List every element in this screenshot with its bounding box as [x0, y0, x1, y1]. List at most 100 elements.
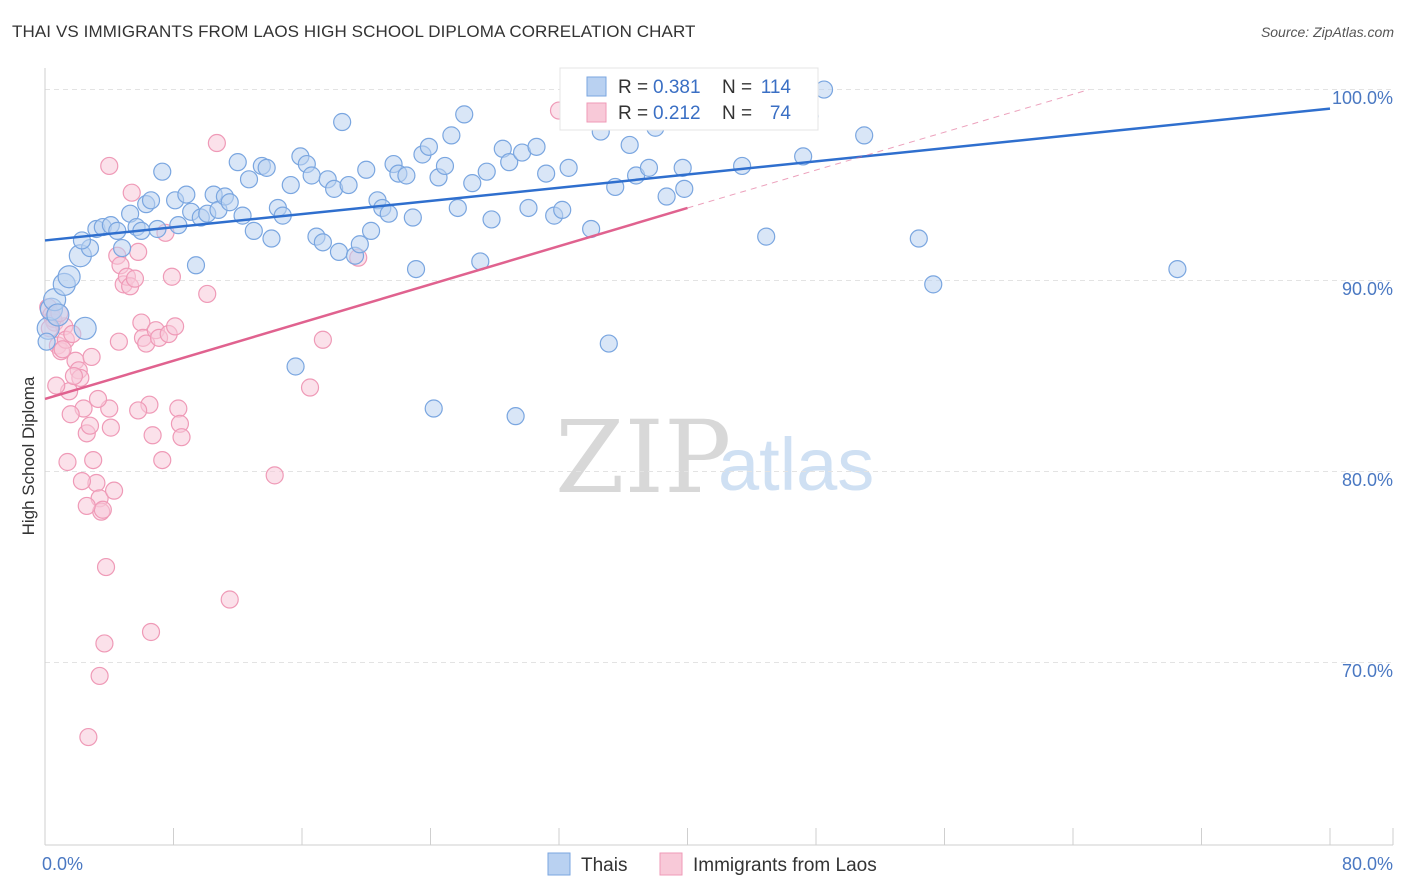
point-thais	[675, 179, 694, 198]
point-thais	[302, 166, 321, 185]
point-thais	[361, 221, 381, 240]
point-laos	[141, 622, 161, 642]
point-thais	[1168, 259, 1187, 279]
trend-line-thais	[44, 107, 1331, 242]
point-thais	[639, 158, 659, 177]
axes	[44, 68, 1394, 846]
point-thais	[108, 221, 127, 240]
point-thais	[519, 198, 538, 218]
point-thais	[442, 126, 461, 145]
point-thais	[924, 275, 943, 294]
stats-r-label-thais: R =	[618, 77, 648, 98]
point-thais	[397, 166, 416, 185]
point-thais	[262, 229, 281, 248]
x-tick-label-max: 80.0%	[1342, 854, 1393, 874]
stats-legend: R = 0.381 N = 114 R = 0.212 N = 74	[559, 67, 819, 131]
point-thais	[403, 208, 422, 227]
point-laos	[313, 330, 332, 349]
point-laos	[172, 428, 191, 447]
point-laos	[122, 183, 141, 202]
point-thais	[257, 158, 276, 177]
point-thais	[177, 185, 196, 204]
point-thais	[500, 153, 519, 172]
point-thais	[673, 158, 692, 177]
laos-points	[39, 101, 569, 747]
point-thais	[455, 105, 474, 124]
point-thais	[559, 158, 578, 177]
point-thais	[406, 259, 426, 279]
point-laos	[79, 727, 98, 747]
point-thais	[186, 256, 206, 275]
point-laos	[88, 389, 108, 409]
point-thais	[329, 242, 349, 261]
point-laos	[84, 450, 103, 470]
y-tick-label-100: 100.0%	[1332, 88, 1393, 108]
trend-lines	[44, 89, 1331, 401]
point-thais	[733, 156, 752, 176]
point-laos	[101, 418, 120, 437]
point-thais	[909, 229, 928, 248]
stats-r-value-laos: 0.212	[653, 103, 701, 124]
point-thais	[477, 162, 496, 181]
trend-line-laos	[44, 206, 688, 401]
legend-swatch-laos[interactable]	[659, 852, 683, 876]
point-laos	[77, 496, 96, 516]
point-thais	[73, 316, 97, 340]
point-thais	[482, 210, 501, 229]
point-thais	[527, 137, 546, 156]
watermark-atlas: atlas	[718, 423, 874, 506]
point-laos	[129, 242, 148, 261]
point-laos	[82, 347, 101, 367]
point-thais	[244, 221, 263, 240]
legend-label-thais[interactable]: Thais	[581, 855, 627, 876]
point-thais	[112, 238, 132, 258]
stats-n-label-thais: N =	[722, 77, 752, 98]
point-thais	[435, 156, 455, 176]
y-tick-label-80: 80.0%	[1342, 470, 1393, 490]
point-laos	[162, 267, 181, 286]
point-laos	[300, 378, 320, 397]
point-thais	[599, 334, 618, 353]
point-thais	[794, 147, 813, 166]
point-thais	[424, 399, 443, 418]
point-laos	[61, 405, 80, 424]
stats-r-value-thais: 0.381	[653, 77, 701, 98]
point-laos	[95, 634, 114, 653]
point-laos	[93, 500, 112, 519]
point-thais	[57, 265, 81, 289]
legend-label-laos[interactable]: Immigrants from Laos	[693, 855, 877, 876]
chart-title: THAI VS IMMIGRANTS FROM LAOS HIGH SCHOOL…	[12, 22, 696, 41]
watermark-zip: ZIP	[555, 399, 731, 516]
point-thais	[506, 407, 525, 426]
point-thais	[333, 112, 352, 132]
point-laos	[80, 416, 100, 435]
y-tick-label-70: 70.0%	[1342, 661, 1393, 681]
point-laos	[104, 481, 124, 500]
trend-line-laos-extension	[687, 89, 1090, 209]
point-thais	[72, 231, 92, 250]
point-thais	[553, 200, 572, 219]
stats-n-value-thais: 114	[761, 77, 792, 98]
point-thais	[357, 160, 376, 179]
point-laos	[90, 666, 109, 686]
point-thais	[141, 191, 161, 210]
stats-legend-swatch-laos	[586, 102, 607, 123]
point-thais	[281, 175, 300, 195]
point-thais	[286, 357, 305, 376]
point-laos	[207, 133, 226, 153]
point-thais	[419, 137, 438, 156]
y-axis-label: High School Diploma	[19, 376, 38, 535]
point-thais	[855, 126, 874, 145]
point-thais	[448, 198, 467, 218]
point-thais	[153, 162, 172, 181]
stats-n-label-laos: N =	[722, 103, 752, 124]
legend-swatch-thais[interactable]	[547, 852, 571, 876]
point-laos	[72, 472, 92, 491]
point-thais	[46, 303, 70, 327]
stats-legend-swatch-thais	[586, 76, 607, 97]
point-thais	[657, 187, 676, 206]
point-laos	[129, 401, 148, 420]
point-thais	[339, 175, 358, 195]
x-tick-label-min: 0.0%	[42, 854, 83, 874]
